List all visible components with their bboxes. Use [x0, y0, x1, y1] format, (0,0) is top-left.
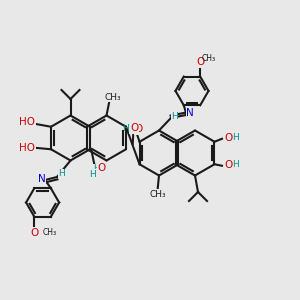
Text: N: N [38, 174, 45, 184]
Text: HO: HO [19, 117, 35, 127]
Text: O: O [225, 133, 233, 143]
Text: O: O [196, 57, 204, 67]
Text: H: H [90, 170, 96, 178]
Text: O: O [30, 228, 38, 238]
Text: H: H [122, 124, 129, 133]
Text: H: H [232, 133, 239, 142]
Text: O: O [134, 124, 142, 134]
Text: H: H [171, 112, 178, 121]
Text: H: H [232, 160, 239, 169]
Text: CH₃: CH₃ [201, 54, 215, 63]
Text: HO: HO [19, 143, 35, 153]
Text: CH₃: CH₃ [43, 228, 57, 237]
Text: O: O [131, 123, 139, 134]
Text: H: H [130, 125, 136, 134]
Text: O: O [98, 163, 106, 172]
Text: CH₃: CH₃ [105, 93, 122, 102]
Text: O: O [225, 160, 233, 170]
Text: N: N [186, 108, 194, 118]
Text: H: H [58, 169, 65, 178]
Text: H: H [93, 164, 99, 173]
Text: CH₃: CH₃ [149, 190, 166, 199]
